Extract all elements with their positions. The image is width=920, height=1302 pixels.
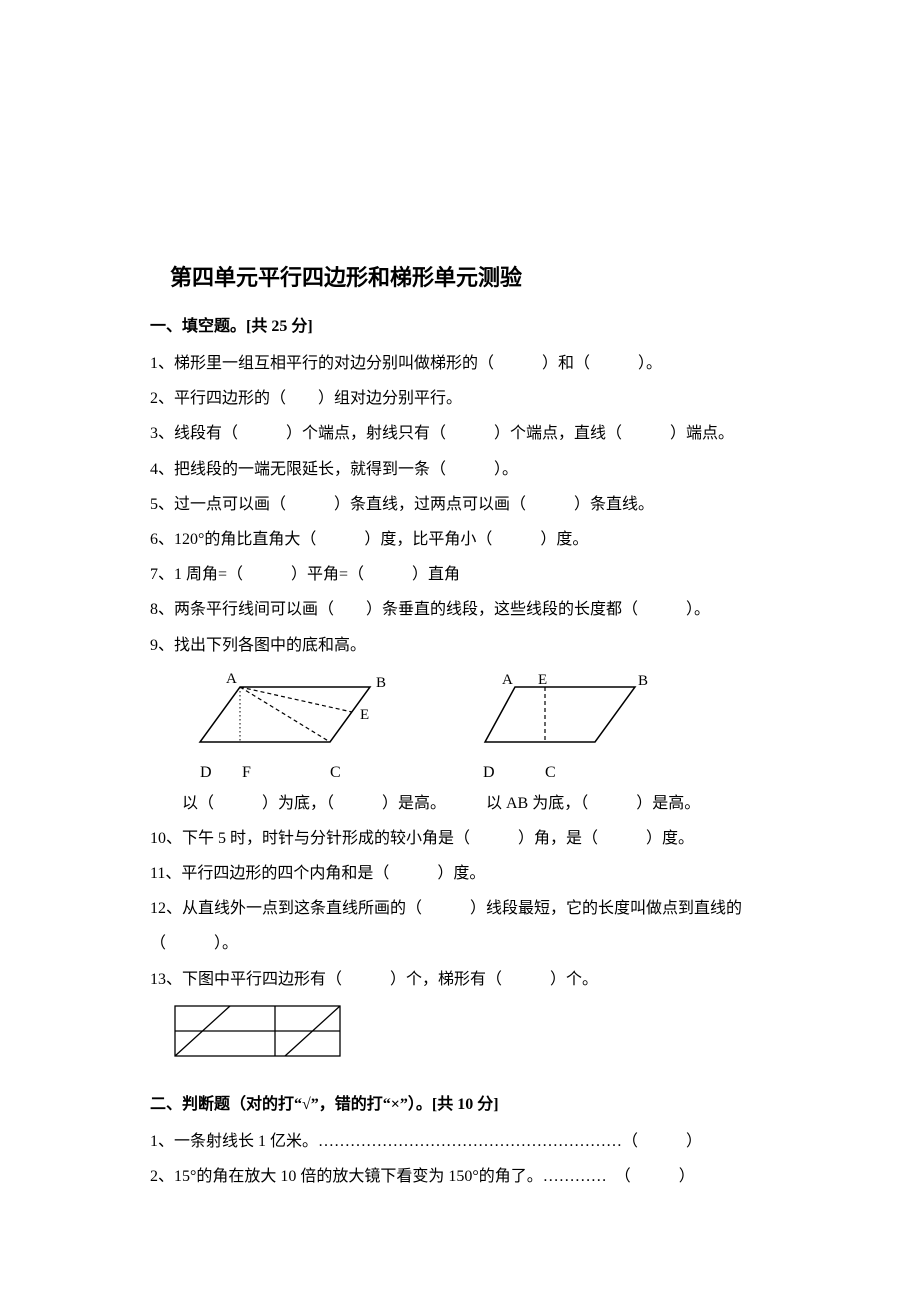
q1: 1、梯形里一组互相平行的对边分别叫做梯形的（ ）和（ ）。: [150, 346, 790, 381]
q9: 9、找出下列各图中的底和高。: [150, 628, 790, 663]
q10: 10、下午 5 时，时针与分针形成的较小角是（ ）角，是（ ）度。: [150, 821, 790, 856]
fig1-bottom-labels: D F C: [180, 764, 410, 782]
label-D2: D: [483, 764, 545, 782]
parallelogram-svg: A B E: [180, 667, 410, 757]
label-C2: C: [545, 764, 556, 782]
label-A: A: [226, 671, 237, 687]
figure-trapezoid: A E B D C: [460, 667, 690, 782]
q3: 3、线段有（ ）个端点，射线只有（ ）个端点，直线（ ）端点。: [150, 416, 790, 451]
q4: 4、把线段的一端无限延长，就得到一条（ ）。: [150, 452, 790, 487]
fig2-bottom-labels: D C: [460, 764, 690, 782]
q2: 2、平行四边形的（ ）组对边分别平行。: [150, 381, 790, 416]
q6: 6、120°的角比直角大（ ）度，比平角小（ ）度。: [150, 522, 790, 557]
label-E: E: [360, 707, 369, 723]
figure-parallelogram: A B E D F C: [180, 667, 410, 782]
s2-q2: 2、15°的角在放大 10 倍的放大镜下看变为 150°的角了。………… （ ）: [150, 1159, 790, 1194]
trapezoid-svg: A E B: [460, 667, 690, 757]
label-B: B: [376, 675, 386, 691]
label-C: C: [330, 764, 341, 782]
section-1-heading: 一、填空题。[共 25 分]: [150, 312, 790, 336]
label-A2: A: [502, 672, 513, 688]
doc-title: 第四单元平行四边形和梯形单元测验: [150, 260, 790, 292]
q9-figures: A B E D F C A E B: [180, 667, 790, 782]
q9-caption: 以（ ）为底，（ ）是高。 以 AB 为底，（ ）是高。: [150, 786, 790, 821]
q13-figure: [170, 1001, 350, 1063]
q5: 5、过一点可以画（ ）条直线，过两点可以画（ ）条直线。: [150, 487, 790, 522]
label-E2: E: [538, 672, 547, 688]
label-F: F: [242, 764, 330, 782]
q7: 7、1 周角=（ ）平角=（ ）直角: [150, 557, 790, 592]
label-B2: B: [638, 673, 648, 689]
q13: 13、下图中平行四边形有（ ）个，梯形有（ ）个。: [150, 962, 790, 997]
s2-q1: 1、一条射线长 1 亿米。…………………………………………………（ ）: [150, 1124, 790, 1159]
page-content: 第四单元平行四边形和梯形单元测验 一、填空题。[共 25 分] 1、梯形里一组互…: [0, 0, 920, 1194]
label-D: D: [200, 764, 242, 782]
q12a: 12、从直线外一点到这条直线所画的（ ）线段最短，它的长度叫做点到直线的: [150, 891, 790, 926]
q8: 8、两条平行线间可以画（ ）条垂直的线段，这些线段的长度都（ ）。: [150, 592, 790, 627]
q11: 11、平行四边形的四个内角和是（ ）度。: [150, 856, 790, 891]
section-2-heading: 二、判断题（对的打“√”，错的打“×”）。[共 10 分]: [150, 1090, 790, 1114]
q12b: （ ）。: [150, 926, 790, 961]
